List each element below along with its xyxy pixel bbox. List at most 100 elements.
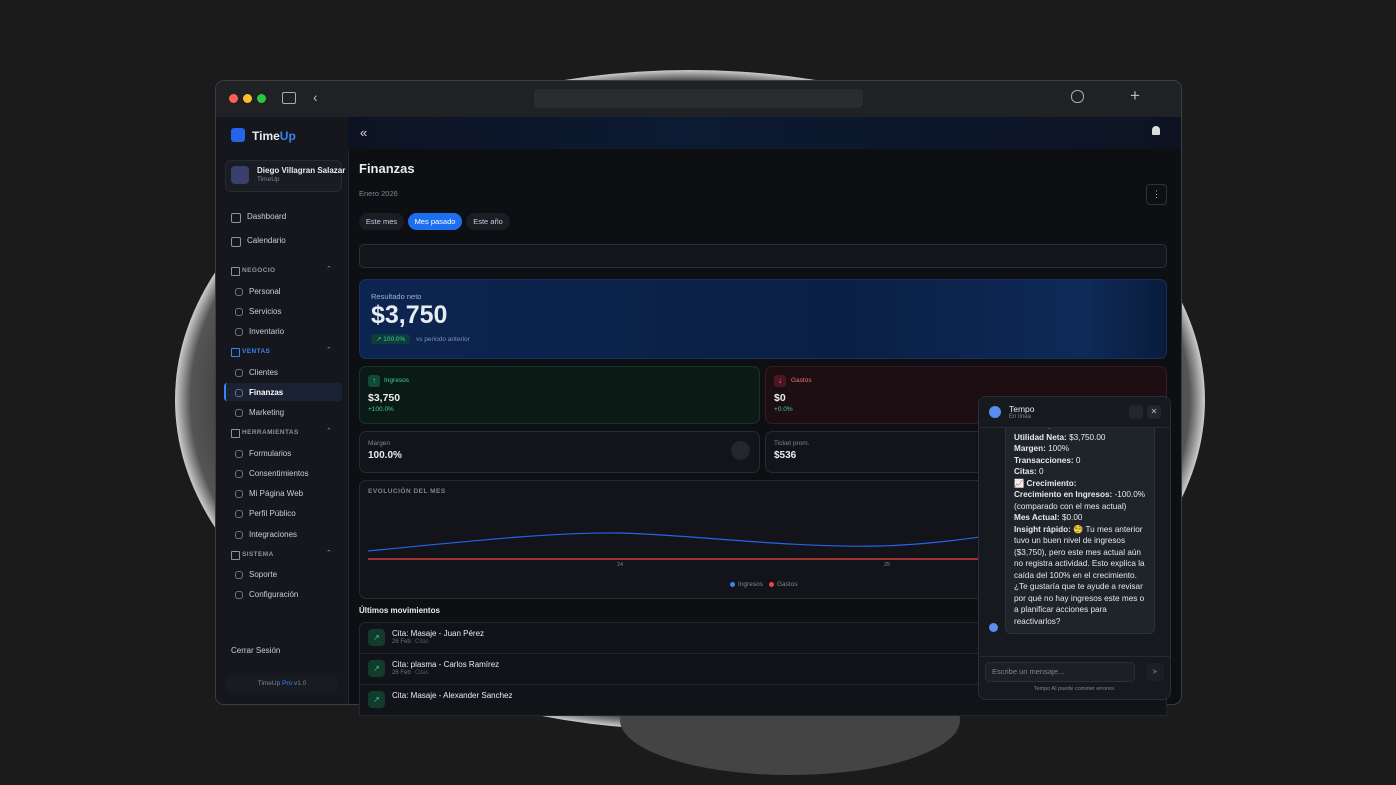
section-icon — [231, 267, 240, 276]
back-button[interactable]: ‹ — [313, 89, 318, 105]
nav-item[interactable]: Integraciones — [249, 529, 298, 539]
message-text: $0.00 — [1061, 513, 1083, 522]
page-subtitle: Enero 2026 — [359, 189, 398, 198]
message-label: 📈 Crecimiento: — [1014, 478, 1077, 488]
x-tick-label: 25 — [884, 562, 891, 568]
avatar — [231, 166, 249, 184]
user-card[interactable] — [225, 160, 342, 192]
net-value: $3,750 — [371, 301, 448, 329]
message-label: Mes Actual: — [1014, 513, 1060, 522]
net-card — [359, 279, 1167, 359]
period-tab[interactable]: Mes pasado — [408, 213, 462, 230]
period-tab[interactable]: Este año — [466, 213, 510, 230]
income-card — [359, 366, 760, 424]
message-text: -100.0% (comparado con el mes actual) — [1014, 490, 1146, 511]
legend-swatch — [769, 582, 774, 587]
message-label: Crecimiento en Ingresos: — [1014, 490, 1113, 499]
close-dot[interactable] — [229, 94, 238, 103]
chat-avatar — [989, 406, 1001, 418]
card-label: Ingresos — [384, 377, 409, 384]
version-badge: TimeUp Pro v1.0 — [225, 676, 339, 692]
message-text: 0 — [1075, 455, 1081, 465]
net-label: Resultado neto — [371, 292, 422, 301]
movements-title: Últimos movimientos — [359, 606, 440, 615]
section-chevron: ⌃ — [326, 428, 332, 436]
message-line: 📈 Crecimiento: — [1014, 478, 1146, 490]
section-title[interactable]: NEGOCIO — [242, 267, 276, 274]
movement-category: Citas — [415, 670, 429, 676]
section-title[interactable]: HERRAMIENTAS — [242, 429, 299, 437]
message-line: Gastos: $0.00 — [1014, 427, 1146, 432]
nav-icon — [235, 571, 243, 580]
message-line: Utilidad Neta: $3,750.00 — [1014, 432, 1146, 444]
legend-label: Gastos — [777, 581, 798, 588]
chat-status: En línea — [1009, 414, 1032, 420]
card-label: Ticket prom. — [774, 440, 810, 447]
min-dot[interactable] — [243, 94, 252, 103]
nav-item[interactable]: Finanzas — [249, 387, 284, 397]
active-highlight — [224, 382, 342, 401]
message-text: ¿Te gustaría que te ayude a revisar por … — [1014, 582, 1145, 626]
nav-item[interactable]: Consentimientos — [249, 468, 309, 478]
nav-item[interactable]: Dashboard — [247, 212, 287, 221]
version-part: v1.0 — [293, 680, 307, 687]
message-line: Insight rápido: 🧐 Tu mes anterior tuvo u… — [1014, 524, 1146, 582]
message-label: Citas: — [1014, 467, 1037, 476]
send-button[interactable]: ➤ — [1146, 663, 1164, 681]
nav-item[interactable]: Inventario — [249, 326, 285, 336]
section-icon — [231, 429, 240, 439]
card-change: +100.0% — [368, 406, 394, 413]
nav-item[interactable]: Servicios — [249, 306, 282, 316]
section-icon — [231, 348, 240, 358]
nav-icon — [235, 368, 243, 377]
chat-panel: Ingresos: $3,750.00Gastos: $0.00Utilidad… — [978, 396, 1171, 700]
expense-icon: ↓ — [774, 375, 786, 387]
card-value: 100.0% — [368, 450, 402, 461]
section-title[interactable]: VENTAS — [242, 348, 271, 356]
address-bar[interactable] — [534, 89, 863, 108]
movement-title: Cita: plasma - Carlos Ramírez — [392, 660, 500, 669]
nav-item[interactable]: Mi Página Web — [249, 489, 304, 499]
message-line: Transacciones: 0 — [1014, 455, 1146, 467]
nav-icon — [235, 530, 243, 539]
nav-item[interactable]: Calendario — [247, 235, 286, 245]
nav-item[interactable]: Perfil Público — [249, 509, 296, 519]
logout[interactable]: Cerrar Sesión — [231, 646, 281, 655]
nav-icon — [235, 327, 243, 336]
section-chevron: ⌃ — [326, 266, 332, 273]
card-label: Margen — [368, 440, 391, 447]
nav-icon — [235, 287, 243, 296]
more-button[interactable]: ⋮ — [1146, 184, 1167, 205]
nav-item[interactable]: Formularios — [249, 448, 292, 458]
sidebar-toggle[interactable] — [282, 92, 296, 104]
notifications-button[interactable] — [1152, 126, 1160, 135]
nav-item[interactable]: Clientes — [249, 367, 278, 377]
nav-item[interactable]: Personal — [249, 286, 281, 296]
clear-chat-button[interactable] — [1129, 405, 1143, 419]
collapse-button[interactable]: « — [360, 125, 368, 140]
user-name: Diego Villagran Salazar — [257, 166, 346, 175]
card-value: $0 — [774, 392, 786, 404]
nav-icon — [235, 591, 243, 600]
chat-disclaimer: Tempo AI puede cometer errores. — [1033, 686, 1116, 692]
message-text: $0.00 — [1047, 427, 1068, 430]
legend-label: Ingresos — [738, 581, 763, 588]
section-title[interactable]: SISTEMA — [242, 550, 274, 558]
chat-input[interactable]: Escribe un mensaje... — [985, 662, 1135, 682]
view-tabs — [359, 244, 1167, 268]
nav-item[interactable]: Marketing — [249, 408, 285, 417]
nav-item[interactable]: Soporte — [249, 570, 278, 580]
nav-icon — [235, 388, 243, 397]
chat-bubble: Ingresos: $3,750.00Gastos: $0.00Utilidad… — [1005, 427, 1155, 634]
income-icon: ↑ — [368, 375, 380, 387]
nav-icon — [235, 449, 243, 458]
nav-item[interactable]: Configuración — [249, 590, 299, 600]
nav-icon — [235, 469, 243, 478]
period-tab[interactable]: Este mes — [359, 213, 404, 230]
close-chat-button[interactable]: ✕ — [1147, 405, 1161, 419]
user-org: TimeUp — [257, 176, 280, 183]
max-dot[interactable] — [257, 94, 266, 103]
nav-icon — [235, 307, 243, 316]
new-tab-button[interactable]: + — [1130, 86, 1140, 105]
download-button[interactable] — [1071, 90, 1084, 103]
